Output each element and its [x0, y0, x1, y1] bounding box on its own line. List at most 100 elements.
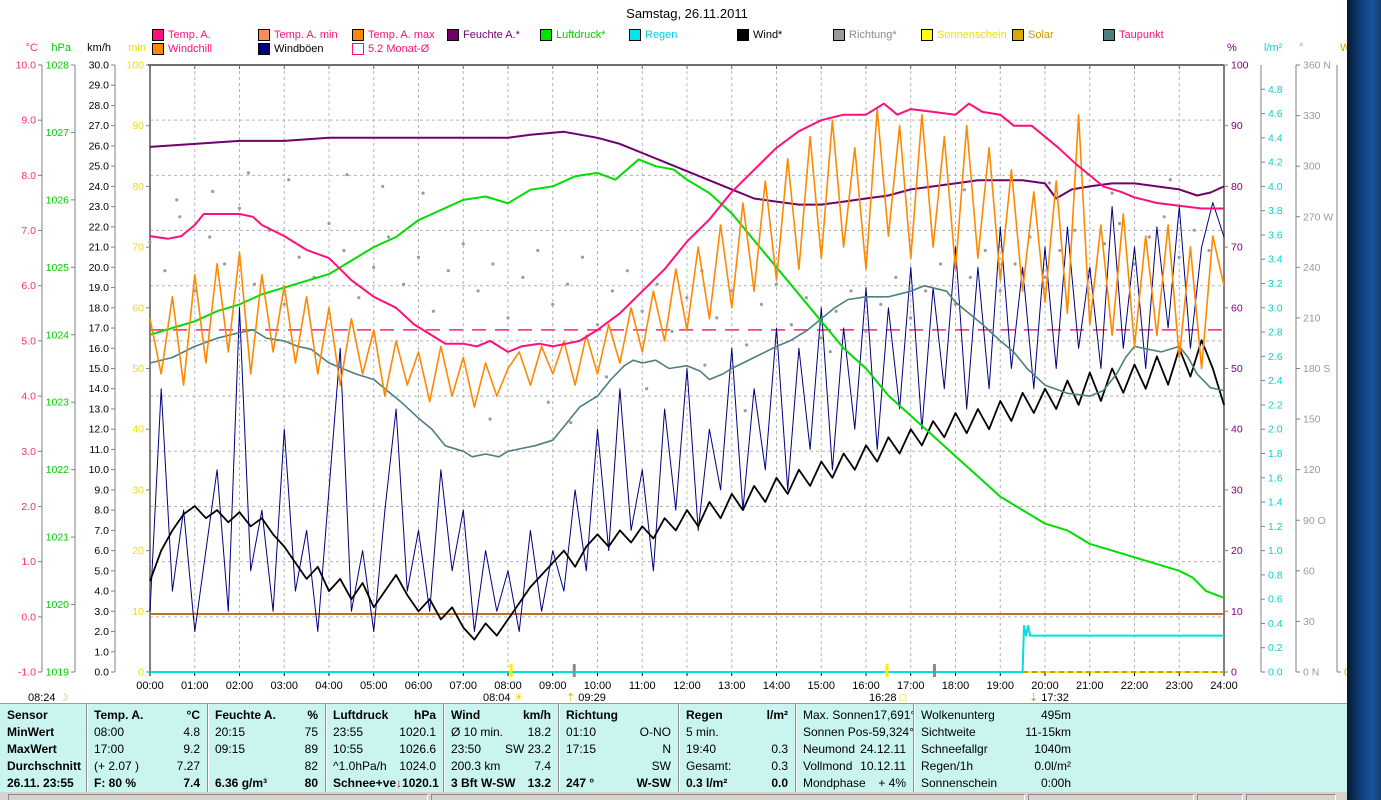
- table-row: SW: [559, 758, 678, 775]
- legend-item-temp-a-min[interactable]: Temp. A. min: [258, 29, 338, 41]
- axis-tick-label: 0.0: [1268, 667, 1283, 679]
- table-cell-value: N: [662, 741, 671, 756]
- axis-tick-label: 3.0: [94, 606, 109, 618]
- axis-unit-label: l/m²: [1264, 42, 1283, 54]
- series-dot-richtung: [416, 255, 421, 259]
- series-dot-richtung: [402, 282, 406, 286]
- legend-swatch-icon: [447, 29, 459, 41]
- table-row-label: 26.11. 23:55: [0, 775, 86, 792]
- row-label: Sensor: [7, 707, 48, 722]
- legend-item-luftdruck-[interactable]: Luftdruck*: [540, 29, 606, 41]
- table-cell-label: Richtung: [566, 707, 618, 722]
- table-cell-value: 7.27: [176, 759, 200, 774]
- legend-item-feuchte-a-[interactable]: Feuchte A.*: [447, 29, 520, 41]
- table-cell-value: 7.4: [534, 759, 551, 774]
- series-dot-richtung: [491, 262, 495, 266]
- series-dot-richtung: [237, 206, 242, 210]
- table-cell-value: 1026.6: [399, 741, 436, 756]
- series-dot-richtung: [938, 262, 943, 266]
- legend-item-windb-en[interactable]: Windböen: [258, 43, 324, 55]
- table-cell-label: 01:10: [566, 724, 597, 739]
- table-cell-value: 18.2: [527, 724, 551, 739]
- table-cell-value: hPa: [413, 707, 436, 722]
- axis-tick-label: 1020: [46, 599, 70, 611]
- table-cell-label: 20:15: [215, 724, 246, 739]
- legend-label: 5.2 Monat-Ø: [368, 43, 430, 55]
- table-cell-label: 247 °: [566, 776, 595, 791]
- table-cell-label: 19:40: [686, 741, 717, 756]
- series-dot-richtung-streu: [1168, 178, 1172, 182]
- series-dot-richtung: [297, 255, 301, 259]
- axis-tick-label: 2.6: [1268, 351, 1283, 363]
- table-row: Mondphase + 4%: [796, 775, 913, 792]
- axis-tick-label: 1.0: [21, 556, 36, 568]
- axis-tick-label: 180 S: [1303, 363, 1330, 375]
- table-row: 17:15 N: [559, 740, 678, 757]
- table-cell-value: 1040m: [1034, 741, 1071, 756]
- legend-item-regen[interactable]: Regen: [629, 29, 677, 41]
- table-row: Max. Sonnen 17,691°: [796, 706, 915, 723]
- series-dot-richtung: [1177, 255, 1181, 259]
- table-cell-label: Wolkenunterg: [921, 707, 995, 722]
- axis-tick-label: 120: [1303, 464, 1321, 476]
- legend-item-5-2-monat-[interactable]: 5.2 Monat-Ø: [352, 43, 429, 55]
- series-dot-richtung-streu: [421, 191, 425, 195]
- time-tick-label: 21:00: [1076, 680, 1104, 692]
- axis-tick-label: 70: [132, 242, 144, 254]
- series-regen: [150, 624, 1224, 673]
- axis-tick-label: 4.6: [1268, 108, 1283, 120]
- table-row: Sonnen Pos -59,324°: [796, 723, 914, 740]
- axis-tick-label: 1023: [46, 397, 70, 409]
- axis-tick-label: 240: [1303, 262, 1321, 274]
- desktop-background-strip: [1347, 0, 1381, 800]
- axis-tick-label: 23.0: [89, 201, 110, 213]
- table-cell-label: Max. Sonnen: [803, 707, 874, 722]
- legend-item-windchill[interactable]: Windchill: [152, 43, 212, 55]
- series-dot-richtung: [163, 269, 167, 273]
- series-dot-richtung-streu: [488, 417, 492, 421]
- table-row: 01:10 O-NO: [559, 723, 678, 740]
- legend-item-sonnenschein[interactable]: Sonnenschein: [921, 29, 1007, 41]
- series-dot-richtung-streu: [743, 409, 747, 413]
- table-cell-label: Sonnen Pos: [803, 724, 869, 739]
- table-header-row: Richtung: [559, 706, 678, 723]
- axis-tick-label: 1.8: [1268, 448, 1283, 460]
- series-wind: [149, 339, 1225, 641]
- table-cell-value: 11-15km: [1025, 724, 1071, 739]
- axis-tick-label: 1.6: [1268, 472, 1283, 484]
- axis-tick-label: 0.0: [21, 611, 36, 623]
- axis-tick-label: 2.8: [1268, 327, 1283, 339]
- legend-item-richtung-[interactable]: Richtung*: [833, 29, 897, 41]
- stats-table: Sensor MinWert MaxWert Durchschnitt 26.11. 2…: [0, 703, 1347, 793]
- axis-tick-label: 24.0: [89, 181, 110, 193]
- table-cell-value: 1024.0: [399, 759, 436, 774]
- table-row: Schnee+ve↓ 1020.1: [326, 775, 443, 792]
- table-cell-label: 23:55: [333, 724, 364, 739]
- time-tick-label: 22:00: [1121, 680, 1149, 692]
- time-tick-label: 19:00: [986, 680, 1014, 692]
- legend-item-solar[interactable]: Solar: [1012, 29, 1054, 41]
- series-dot-richtung: [252, 282, 256, 286]
- table-row: 23:50 SW 23.2: [444, 740, 558, 757]
- axis-tick-label: 15.0: [89, 363, 110, 375]
- series-dot-richtung-streu: [1110, 191, 1114, 195]
- axis-tick-label: 0.0: [94, 667, 109, 679]
- legend-item-taupunkt[interactable]: Taupunkt: [1103, 29, 1164, 41]
- time-tick-label: 12:00: [673, 680, 701, 692]
- time-tick-label: 23:00: [1165, 680, 1193, 692]
- series-dot-richtung: [580, 255, 585, 259]
- row-label: 26.11. 23:55: [7, 776, 74, 791]
- series-dot-richtung: [834, 309, 838, 313]
- legend-item-temp-a-max[interactable]: Temp. A. max: [352, 29, 435, 41]
- table-cell-value: SW: [651, 759, 671, 774]
- legend-swatch-icon: [1103, 29, 1115, 41]
- series-dot-richtung-streu: [569, 420, 573, 425]
- axis-tick-label: 90: [1231, 120, 1243, 132]
- legend-item-temp-a-[interactable]: Temp. A.: [152, 29, 211, 41]
- series-dot-richtung: [1132, 262, 1136, 266]
- axis-unit-label: min: [128, 42, 146, 54]
- series-dot-richtung: [610, 289, 615, 293]
- axis-tick-label: 9.0: [21, 115, 36, 127]
- series-dot-richtung: [327, 221, 331, 226]
- legend-item-wind-[interactable]: Wind*: [737, 29, 782, 41]
